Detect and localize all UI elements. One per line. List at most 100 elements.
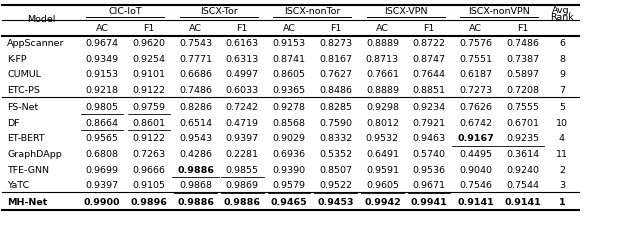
Text: 0.7486: 0.7486: [179, 86, 212, 95]
Text: 0.9153: 0.9153: [86, 70, 118, 79]
Text: 0.6742: 0.6742: [460, 119, 492, 128]
Text: ISCX-VPN: ISCX-VPN: [384, 7, 428, 16]
Text: F1: F1: [517, 24, 528, 33]
Text: 0.7208: 0.7208: [506, 86, 539, 95]
Text: 0.9522: 0.9522: [319, 181, 352, 190]
Text: Rank: Rank: [550, 13, 574, 22]
Text: F1: F1: [424, 24, 435, 33]
Text: AC: AC: [469, 24, 483, 33]
Text: 0.9900: 0.9900: [84, 198, 120, 207]
Text: Model: Model: [27, 15, 55, 24]
Text: 0.4495: 0.4495: [460, 150, 492, 159]
Text: YaTC: YaTC: [7, 181, 29, 190]
Text: 2: 2: [559, 166, 565, 175]
Text: 0.7263: 0.7263: [132, 150, 165, 159]
Text: CIC-IoT: CIC-IoT: [109, 7, 142, 16]
Text: 0.9869: 0.9869: [226, 181, 259, 190]
Text: 0.7590: 0.7590: [319, 119, 352, 128]
Text: 0.6033: 0.6033: [226, 86, 259, 95]
Text: 0.7921: 0.7921: [413, 119, 445, 128]
Text: 0.9674: 0.9674: [86, 39, 118, 48]
Text: 0.9463: 0.9463: [413, 134, 445, 143]
Text: 0.8741: 0.8741: [273, 55, 305, 64]
Text: ET-BERT: ET-BERT: [7, 134, 45, 143]
Text: 0.9855: 0.9855: [226, 166, 259, 175]
Text: 10: 10: [556, 119, 568, 128]
Text: 0.8889: 0.8889: [366, 39, 399, 48]
Text: 0.9543: 0.9543: [179, 134, 212, 143]
Text: 0.9942: 0.9942: [364, 198, 401, 207]
Text: 0.9122: 0.9122: [132, 86, 165, 95]
Text: 8: 8: [559, 55, 565, 64]
Text: 0.6936: 0.6936: [273, 150, 305, 159]
Text: 0.8507: 0.8507: [319, 166, 352, 175]
Text: 0.7486: 0.7486: [506, 39, 539, 48]
Text: CUMUL: CUMUL: [7, 70, 41, 79]
Text: 0.9896: 0.9896: [131, 198, 167, 207]
Text: 0.8486: 0.8486: [319, 86, 352, 95]
Text: 0.9122: 0.9122: [132, 134, 165, 143]
Text: 0.8332: 0.8332: [319, 134, 352, 143]
Text: 0.9349: 0.9349: [86, 55, 118, 64]
Text: AC: AC: [95, 24, 109, 33]
Text: 6: 6: [559, 39, 565, 48]
Text: 0.8273: 0.8273: [319, 39, 352, 48]
Text: 0.8747: 0.8747: [413, 55, 445, 64]
Text: 5: 5: [559, 103, 565, 112]
Text: 0.5352: 0.5352: [319, 150, 352, 159]
Text: 0.9532: 0.9532: [366, 134, 399, 143]
Text: 0.9234: 0.9234: [413, 103, 445, 112]
Text: AC: AC: [376, 24, 389, 33]
Text: ISCX-Tor: ISCX-Tor: [200, 7, 237, 16]
Text: 0.8568: 0.8568: [273, 119, 305, 128]
Text: 0.6514: 0.6514: [179, 119, 212, 128]
Text: 0.6808: 0.6808: [86, 150, 118, 159]
Text: 0.9886: 0.9886: [177, 198, 214, 207]
Text: 0.9218: 0.9218: [86, 86, 118, 95]
Text: F1: F1: [330, 24, 341, 33]
Text: 0.9278: 0.9278: [273, 103, 305, 112]
Text: 0.9699: 0.9699: [86, 166, 118, 175]
Text: 0.9465: 0.9465: [271, 198, 307, 207]
Text: 0.8285: 0.8285: [319, 103, 352, 112]
Text: 0.8286: 0.8286: [179, 103, 212, 112]
Text: 1: 1: [559, 198, 565, 207]
Text: 0.7661: 0.7661: [366, 70, 399, 79]
Text: 0.7555: 0.7555: [506, 103, 539, 112]
Text: F1: F1: [237, 24, 248, 33]
Text: 0.9671: 0.9671: [413, 181, 445, 190]
Text: 0.9040: 0.9040: [460, 166, 492, 175]
Text: 0.9605: 0.9605: [366, 181, 399, 190]
Text: 0.9240: 0.9240: [506, 166, 539, 175]
Text: 0.9886: 0.9886: [224, 198, 260, 207]
Text: 0.9365: 0.9365: [273, 86, 305, 95]
Text: 0.7627: 0.7627: [319, 70, 352, 79]
Text: 0.4286: 0.4286: [179, 150, 212, 159]
Text: GraphDApp: GraphDApp: [7, 150, 62, 159]
Text: 0.8713: 0.8713: [366, 55, 399, 64]
Text: 0.8664: 0.8664: [86, 119, 118, 128]
Text: 0.7543: 0.7543: [179, 39, 212, 48]
Text: AC: AC: [189, 24, 202, 33]
Text: 0.7273: 0.7273: [460, 86, 492, 95]
Text: 0.8722: 0.8722: [413, 39, 445, 48]
Text: AC: AC: [282, 24, 296, 33]
Text: 0.6686: 0.6686: [179, 70, 212, 79]
Text: AppScanner: AppScanner: [7, 39, 65, 48]
Text: 0.9397: 0.9397: [86, 181, 118, 190]
Text: FS-Net: FS-Net: [7, 103, 38, 112]
Text: 0.7626: 0.7626: [460, 103, 492, 112]
Text: 0.9298: 0.9298: [366, 103, 399, 112]
Text: 0.8851: 0.8851: [413, 86, 445, 95]
Text: 0.9235: 0.9235: [506, 134, 539, 143]
Text: 0.8012: 0.8012: [366, 119, 399, 128]
Text: 0.2281: 0.2281: [226, 150, 259, 159]
Text: Avg.: Avg.: [552, 6, 572, 15]
Text: ISCX-nonTor: ISCX-nonTor: [284, 7, 340, 16]
Text: 0.7576: 0.7576: [460, 39, 492, 48]
Text: 0.7771: 0.7771: [179, 55, 212, 64]
Text: 0.9141: 0.9141: [458, 198, 494, 207]
Text: 0.5740: 0.5740: [413, 150, 445, 159]
Text: 0.7387: 0.7387: [506, 55, 539, 64]
Text: 0.9666: 0.9666: [132, 166, 165, 175]
